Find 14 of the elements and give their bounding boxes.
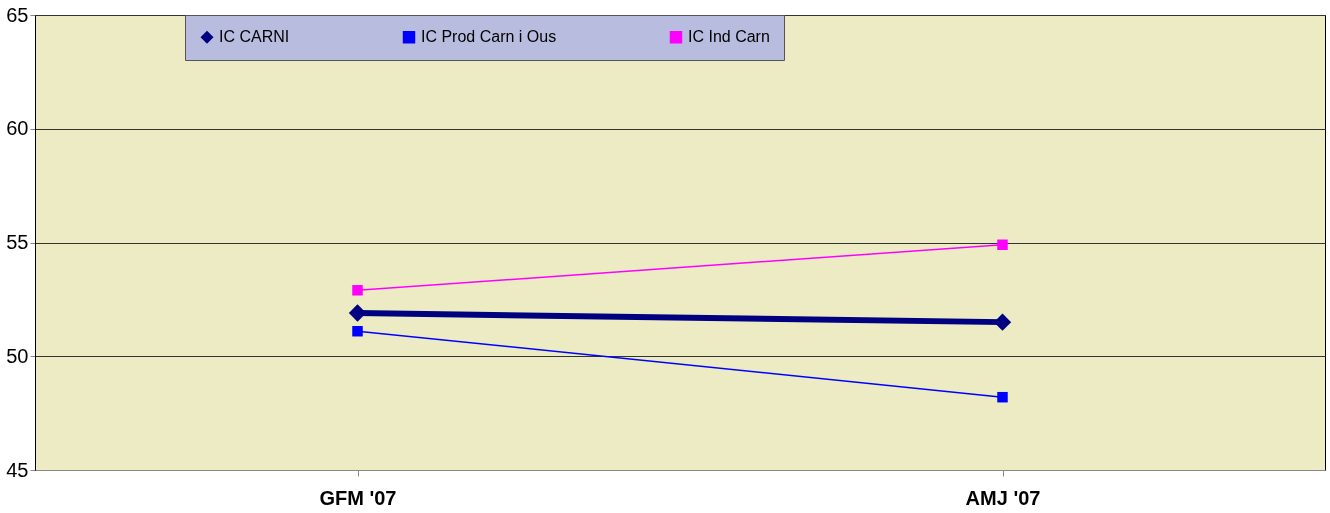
y-tick-label: 45 — [6, 458, 29, 481]
y-tick-label: 65 — [6, 3, 29, 26]
x-tick-label: GFM '07 — [319, 486, 397, 509]
point — [997, 239, 1008, 251]
x-tick-label: AMJ '07 — [965, 486, 1041, 509]
point — [352, 285, 363, 296]
y-tick-label: 50 — [6, 344, 29, 367]
legend-label: IC Ind Carn — [688, 28, 770, 46]
point — [997, 391, 1008, 403]
y-tick-label: 60 — [6, 117, 29, 140]
point — [352, 325, 363, 337]
legend-label: IC CARNI — [219, 28, 290, 46]
legend-label: IC Prod Carn i Ous — [421, 28, 557, 46]
y-tick-label: 55 — [6, 231, 29, 253]
